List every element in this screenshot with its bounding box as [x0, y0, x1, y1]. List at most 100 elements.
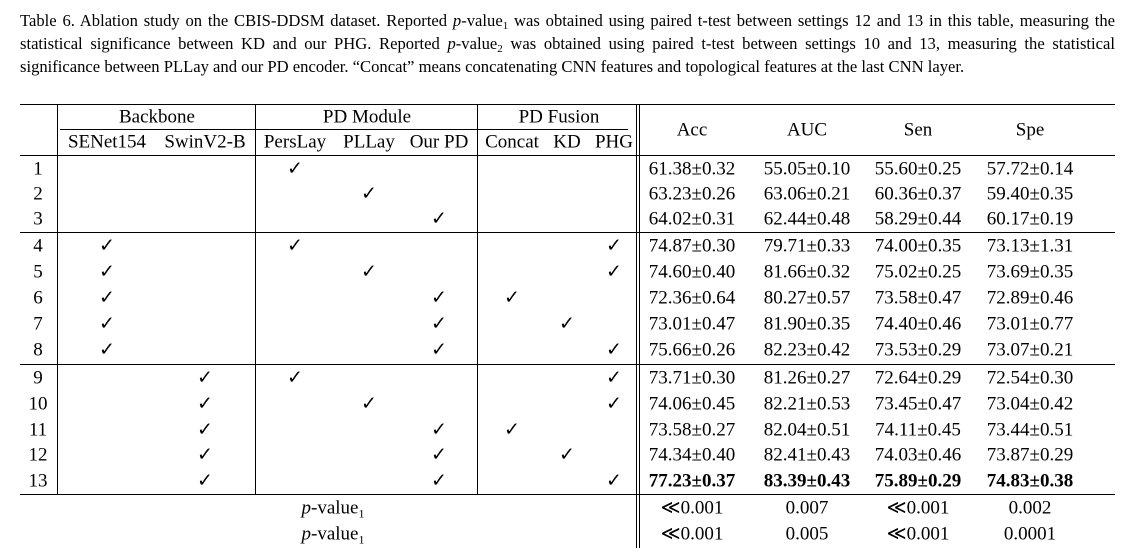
- metric-value: 72.36±0.64: [648, 287, 736, 309]
- column-header: PHG: [594, 131, 634, 153]
- row-id: 12: [28, 444, 48, 466]
- caption-subscript: 2: [497, 43, 503, 56]
- metric-header: Spe: [1015, 119, 1045, 141]
- metric-value: 73.07±0.21: [986, 339, 1074, 361]
- metric-value: 58.29±0.44: [874, 208, 962, 230]
- metric-value: 61.38±0.32: [648, 158, 736, 180]
- metric-value: 73.13±1.31: [986, 235, 1074, 257]
- backbone-separator: [255, 104, 256, 494]
- metric-value: 74.83±0.38: [986, 470, 1074, 492]
- metric-value: 81.66±0.32: [763, 261, 851, 283]
- metric-value: 79.71±0.33: [763, 235, 851, 257]
- check-icon: ✓: [606, 393, 622, 415]
- group-header: PD Module: [322, 106, 412, 128]
- metric-value: 73.01±0.77: [986, 313, 1074, 335]
- header-rule: [20, 155, 1115, 156]
- check-icon: ✓: [287, 235, 303, 257]
- section-rule: [20, 232, 1115, 233]
- row-id: 6: [33, 287, 43, 309]
- row-id: 11: [28, 419, 48, 441]
- check-icon: ✓: [99, 313, 115, 335]
- metric-value: 73.45±0.47: [874, 393, 962, 415]
- check-icon: ✓: [431, 444, 447, 466]
- check-icon: ✓: [504, 419, 520, 441]
- metric-value: 73.71±0.30: [648, 367, 736, 389]
- check-icon: ✓: [559, 313, 575, 335]
- metric-value: 82.04±0.51: [763, 419, 851, 441]
- metric-value: 75.89±0.29: [874, 470, 962, 492]
- group-header: PD Fusion: [518, 106, 600, 128]
- check-icon: ✓: [99, 261, 115, 283]
- check-icon: ✓: [197, 444, 213, 466]
- metric-value: 63.23±0.26: [648, 183, 736, 205]
- metric-value: 73.87±0.29: [986, 444, 1074, 466]
- row-id: 8: [33, 339, 43, 361]
- row-id: 3: [33, 208, 43, 230]
- row-id: 4: [33, 235, 43, 257]
- metric-value: 72.54±0.30: [986, 367, 1074, 389]
- metric-value: 74.00±0.35: [874, 235, 962, 257]
- id-column-separator: [57, 104, 58, 494]
- metric-value: 55.05±0.10: [763, 158, 851, 180]
- check-icon: ✓: [99, 287, 115, 309]
- check-icon: ✓: [197, 367, 213, 389]
- column-header: Our PD: [409, 131, 469, 153]
- metric-value: 73.58±0.47: [874, 287, 962, 309]
- check-icon: ✓: [504, 287, 520, 309]
- row-id: 10: [28, 393, 48, 415]
- pvalue-value: 0.0001: [1003, 523, 1057, 545]
- metric-value: 63.06±0.21: [763, 183, 851, 205]
- check-icon: ✓: [431, 339, 447, 361]
- check-icon: ✓: [606, 470, 622, 492]
- metric-value: 82.41±0.43: [763, 444, 851, 466]
- pvalue-rule: [20, 494, 1115, 495]
- caption-text: was obtained using paired t-test between…: [20, 34, 1115, 77]
- check-icon: ✓: [361, 183, 377, 205]
- check-icon: ✓: [99, 339, 115, 361]
- caption-text: Table 6. Ablation study on the CBIS-DDSM…: [20, 11, 453, 30]
- metric-value: 73.04±0.42: [986, 393, 1074, 415]
- row-id: 13: [28, 470, 48, 492]
- metric-value: 64.02±0.31: [648, 208, 736, 230]
- top-rule: [20, 104, 1115, 105]
- check-icon: ✓: [431, 419, 447, 441]
- check-icon: ✓: [606, 235, 622, 257]
- metric-value: 80.27±0.57: [763, 287, 851, 309]
- check-icon: ✓: [197, 419, 213, 441]
- row-id: 2: [33, 183, 43, 205]
- check-icon: ✓: [287, 367, 303, 389]
- pvalue-text: -value: [311, 497, 359, 519]
- metric-value: 74.06±0.45: [648, 393, 736, 415]
- settings-results-separator: [639, 104, 640, 548]
- pvalue-text: -value: [311, 523, 359, 545]
- metric-value: 73.53±0.29: [874, 339, 962, 361]
- column-header: PersLay: [263, 131, 327, 153]
- section-rule: [20, 364, 1115, 365]
- group-header: Backbone: [119, 106, 195, 128]
- metric-value: 74.03±0.46: [874, 444, 962, 466]
- caption-text: -value: [461, 11, 503, 30]
- check-icon: ✓: [431, 470, 447, 492]
- metric-value: 75.02±0.25: [874, 261, 962, 283]
- caption-text: was obtained using paired t-test between…: [20, 11, 1115, 54]
- column-header: SENet154: [67, 131, 147, 153]
- column-header: PLLay: [343, 131, 395, 153]
- check-icon: ✓: [99, 235, 115, 257]
- metric-value: 83.39±0.43: [763, 470, 851, 492]
- pvalue-value: 0.005: [785, 523, 829, 545]
- pvalue-value: ≪0.001: [886, 497, 950, 519]
- metric-value: 73.69±0.35: [986, 261, 1074, 283]
- metric-value: 72.89±0.46: [986, 287, 1074, 309]
- caption-subscript: 1: [502, 20, 509, 32]
- caption-text: -value: [455, 34, 498, 54]
- caption-p-symbol: p: [447, 34, 456, 54]
- check-icon: ✓: [606, 367, 622, 389]
- metric-value: 73.44±0.51: [986, 419, 1074, 441]
- metric-value: 75.66±0.26: [648, 339, 736, 361]
- metric-value: 74.60±0.40: [648, 261, 736, 283]
- metric-value: 74.34±0.40: [648, 444, 736, 466]
- check-icon: ✓: [606, 339, 622, 361]
- metric-value: 59.40±0.35: [986, 183, 1074, 205]
- check-icon: ✓: [431, 287, 447, 309]
